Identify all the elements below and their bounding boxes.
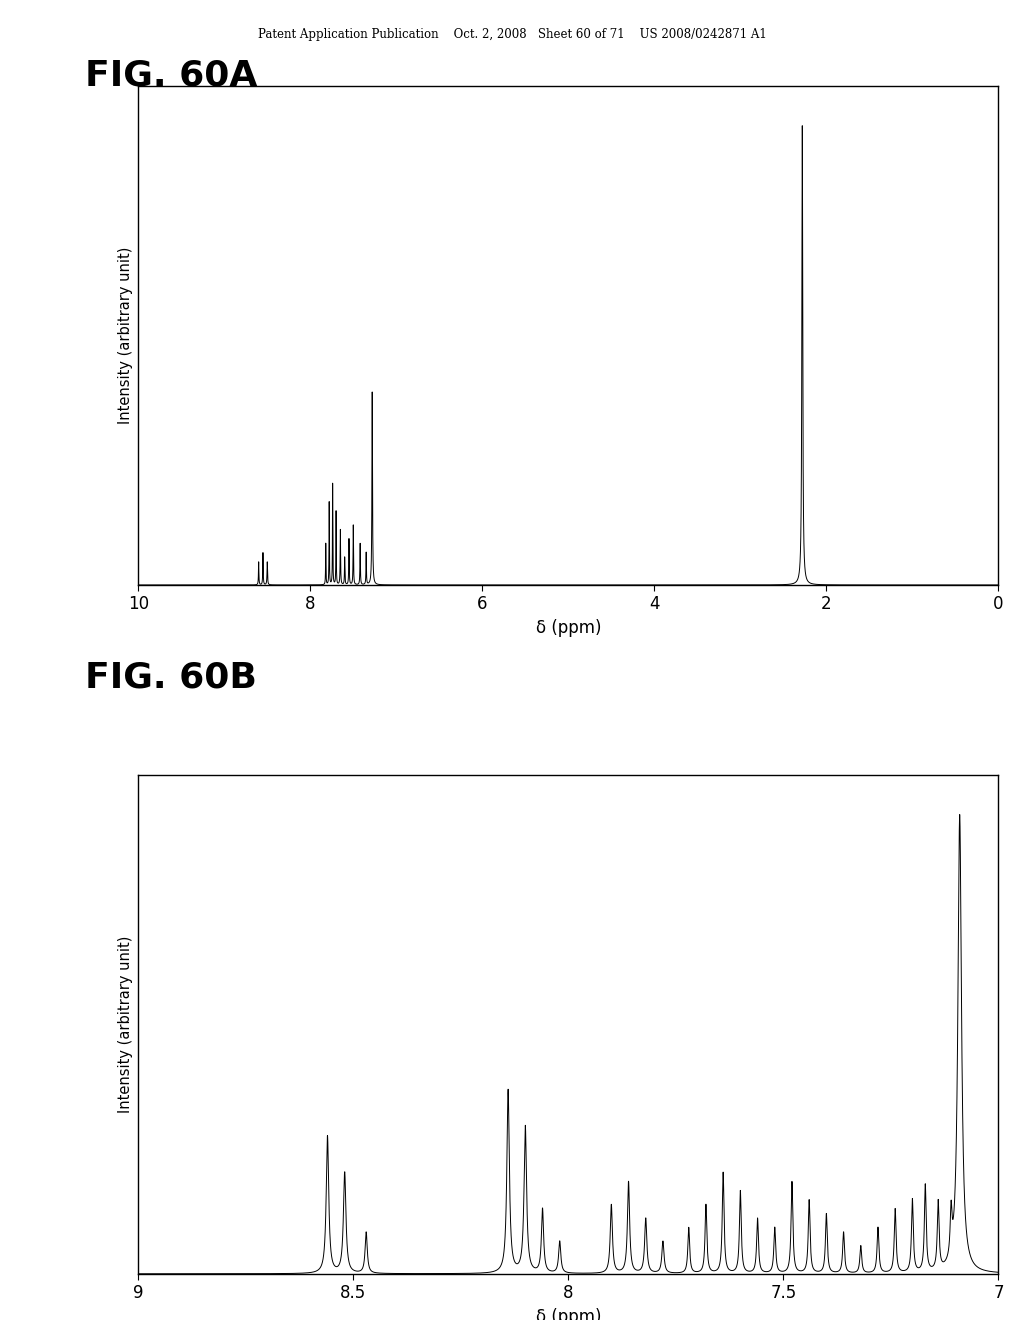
Y-axis label: Intensity (arbitrary unit): Intensity (arbitrary unit) [118,936,133,1113]
X-axis label: δ (ppm): δ (ppm) [536,1308,601,1320]
X-axis label: δ (ppm): δ (ppm) [536,619,601,638]
Text: FIG. 60B: FIG. 60B [85,660,257,694]
Text: Patent Application Publication    Oct. 2, 2008   Sheet 60 of 71    US 2008/02428: Patent Application Publication Oct. 2, 2… [258,28,766,41]
Text: FIG. 60A: FIG. 60A [85,58,257,92]
Y-axis label: Intensity (arbitrary unit): Intensity (arbitrary unit) [118,247,133,424]
